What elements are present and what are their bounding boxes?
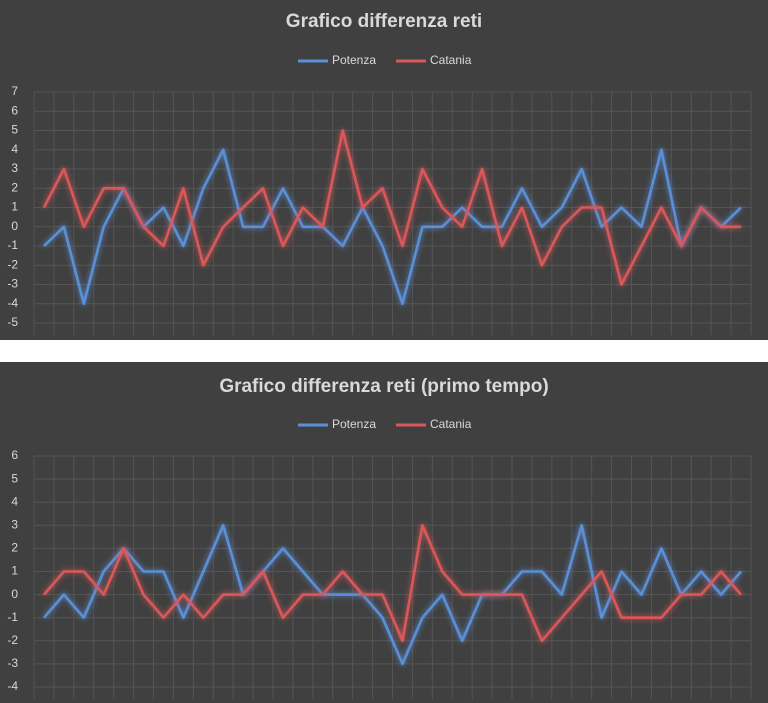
series-line <box>42 129 741 286</box>
y-tick-label: 3 <box>11 517 18 531</box>
y-tick-label: 1 <box>11 564 18 578</box>
series-line <box>43 148 742 306</box>
y-tick-label: 0 <box>11 587 18 601</box>
y-tick-label: -2 <box>7 633 18 647</box>
y-tick-label: 5 <box>11 123 18 137</box>
y-tick-label: -4 <box>7 296 18 310</box>
y-tick-label: -3 <box>7 277 18 291</box>
y-tick-label: 5 <box>11 471 18 485</box>
y-tick-label: 4 <box>11 494 18 508</box>
y-tick-label: 6 <box>11 103 18 117</box>
chart-title: Grafico differenza reti <box>286 11 482 32</box>
y-tick-label: 2 <box>11 541 18 555</box>
legend-label: Catania <box>430 417 472 431</box>
y-tick-label: -5 <box>7 315 18 329</box>
y-tick-label: 2 <box>11 180 18 194</box>
chart: Grafico differenza reti (primo tempo) -4 -… <box>0 362 768 703</box>
legend-label: Potenza <box>332 417 376 431</box>
legend-label: Potenza <box>332 53 376 67</box>
y-tick-label: 6 <box>11 448 18 462</box>
legend-label: Catania <box>430 53 472 67</box>
gap <box>0 340 768 362</box>
y-tick-label: -2 <box>7 257 18 271</box>
y-tick-label: 0 <box>11 219 18 233</box>
chart: Grafico differenza reti -5 -4 -3 -2 -1 0 1 2 3 4 5 6… <box>0 0 768 340</box>
y-tick-label: 1 <box>11 200 18 214</box>
y-tick-label: 3 <box>11 161 18 175</box>
y-tick-label: 4 <box>11 142 18 156</box>
y-tick-label: 7 <box>11 84 18 98</box>
series-line <box>43 524 742 666</box>
y-tick-label: -1 <box>7 238 18 252</box>
chart-title: Grafico differenza reti (primo tempo) <box>219 376 548 397</box>
y-tick-label: -1 <box>7 610 18 624</box>
series-line <box>43 524 742 643</box>
y-tick-label: -3 <box>7 656 18 670</box>
y-tick-label: -4 <box>7 679 18 693</box>
